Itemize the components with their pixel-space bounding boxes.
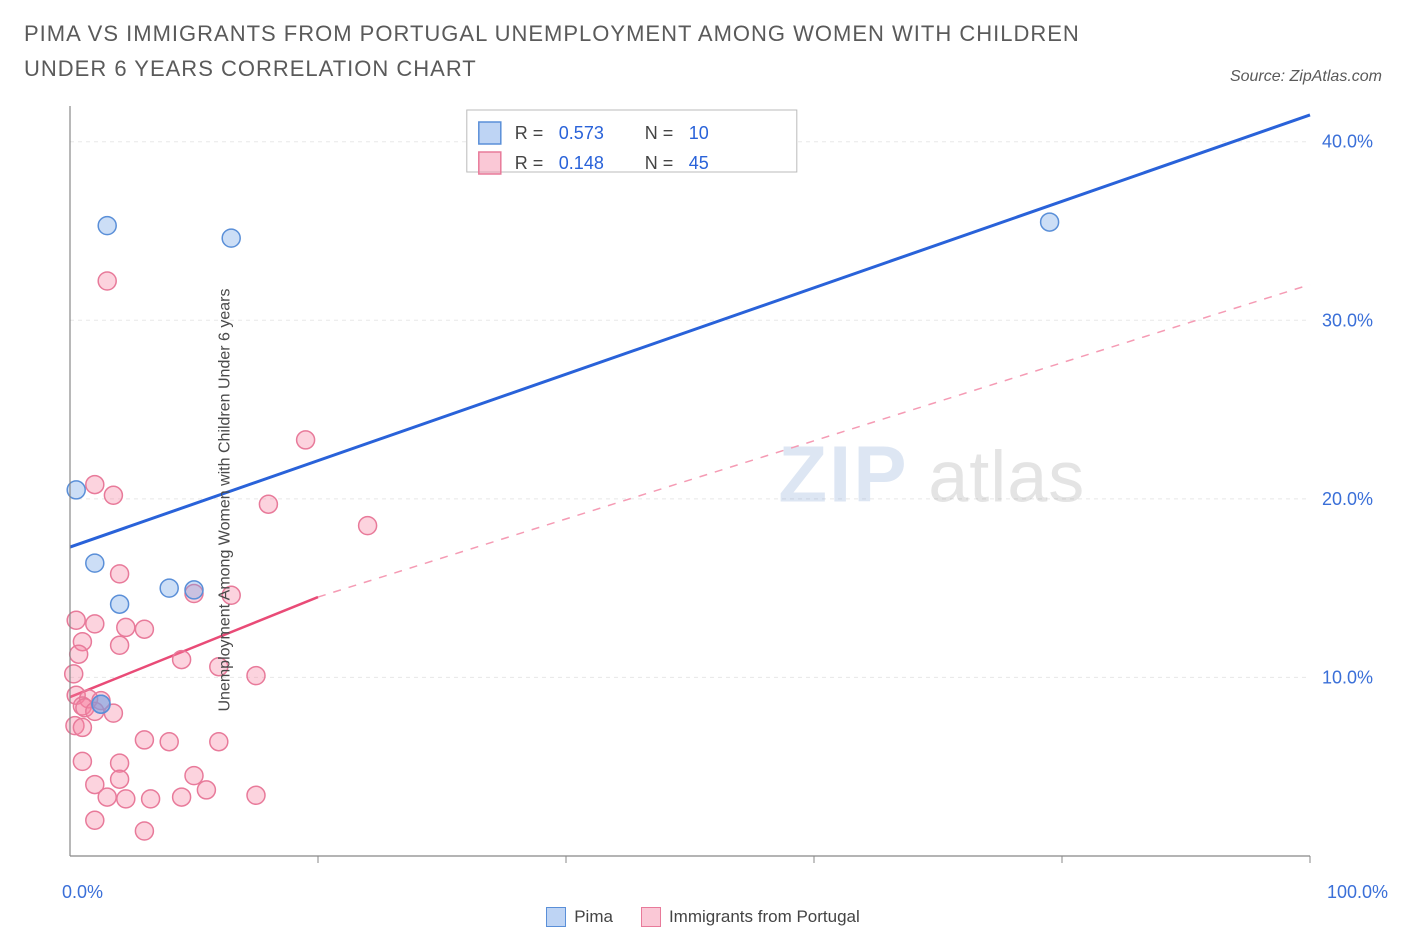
stats-r-value: 0.148 [559,153,604,173]
legend-item-pima: Pima [546,907,613,927]
legend-label-pima: Pima [574,907,613,927]
data-point-portugal [160,733,178,751]
y-tick-label: 40.0% [1322,132,1373,152]
data-point-portugal [98,788,116,806]
data-point-portugal [297,431,315,449]
data-point-portugal [259,496,277,514]
data-point-portugal [135,731,153,749]
data-point-portugal [86,476,104,494]
data-point-portugal [98,272,116,290]
data-point-portugal [65,665,83,683]
data-point-portugal [197,781,215,799]
trend-line-portugal-solid [70,597,318,697]
data-point-portugal [247,787,265,805]
legend-swatch-pink [641,907,661,927]
stats-r-label: R = [515,123,544,143]
data-point-portugal [104,487,122,505]
legend-label-portugal: Immigrants from Portugal [669,907,860,927]
data-point-pima [160,580,178,598]
stats-n-label: N = [645,153,674,173]
stats-swatch [479,152,501,174]
chart-source: Source: ZipAtlas.com [1230,68,1382,86]
data-point-portugal [73,753,91,771]
data-point-portugal [117,790,135,808]
data-point-portugal [142,790,160,808]
data-point-portugal [173,651,191,669]
stats-n-value: 45 [689,153,709,173]
stats-r-value: 0.573 [559,123,604,143]
scatter-plot: 10.0% 20.0% 30.0% 40.0% ZIPatlas R = 0.573 N = 1… [60,96,1390,876]
watermark: atlas [928,438,1085,518]
data-point-portugal [135,621,153,639]
data-point-portugal [70,646,88,664]
watermark: ZIP [778,430,908,519]
data-point-portugal [86,615,104,633]
data-point-portugal [111,637,129,655]
y-tick-label: 30.0% [1322,311,1373,331]
data-point-portugal [247,667,265,685]
data-point-pima [111,596,129,614]
legend-item-portugal: Immigrants from Portugal [641,907,860,927]
data-point-portugal [173,788,191,806]
data-point-pima [1041,213,1059,231]
chart-container: Unemployment Among Women with Children U… [24,96,1382,903]
y-tick-label: 20.0% [1322,489,1373,509]
data-point-portugal [111,755,129,773]
stats-swatch [479,122,501,144]
data-point-portugal [73,719,91,737]
x-min-label: 0.0% [62,882,103,903]
data-point-portugal [117,619,135,637]
data-point-portugal [210,733,228,751]
data-point-portugal [111,565,129,583]
bottom-legend: Pima Immigrants from Portugal [24,907,1382,927]
stats-r-label: R = [515,153,544,173]
chart-title: PIMA VS IMMIGRANTS FROM PORTUGAL UNEMPLO… [24,16,1124,86]
stats-n-value: 10 [689,123,709,143]
data-point-pima [92,696,110,714]
trend-line-pima [70,115,1310,547]
y-axis-label: Unemployment Among Women with Children U… [217,288,235,711]
data-point-portugal [185,767,203,785]
stats-n-label: N = [645,123,674,143]
chart-header: PIMA VS IMMIGRANTS FROM PORTUGAL UNEMPLO… [24,16,1382,86]
data-point-portugal [359,517,377,535]
data-point-pima [86,555,104,573]
x-axis-end-labels: 0.0% 100.0% [60,876,1390,903]
data-point-pima [222,230,240,248]
x-max-label: 100.0% [1327,882,1388,903]
data-point-pima [185,581,203,599]
y-tick-label: 10.0% [1322,668,1373,688]
data-point-portugal [111,771,129,789]
data-point-pima [98,217,116,235]
legend-swatch-blue [546,907,566,927]
data-point-portugal [135,822,153,840]
data-point-portugal [86,812,104,830]
